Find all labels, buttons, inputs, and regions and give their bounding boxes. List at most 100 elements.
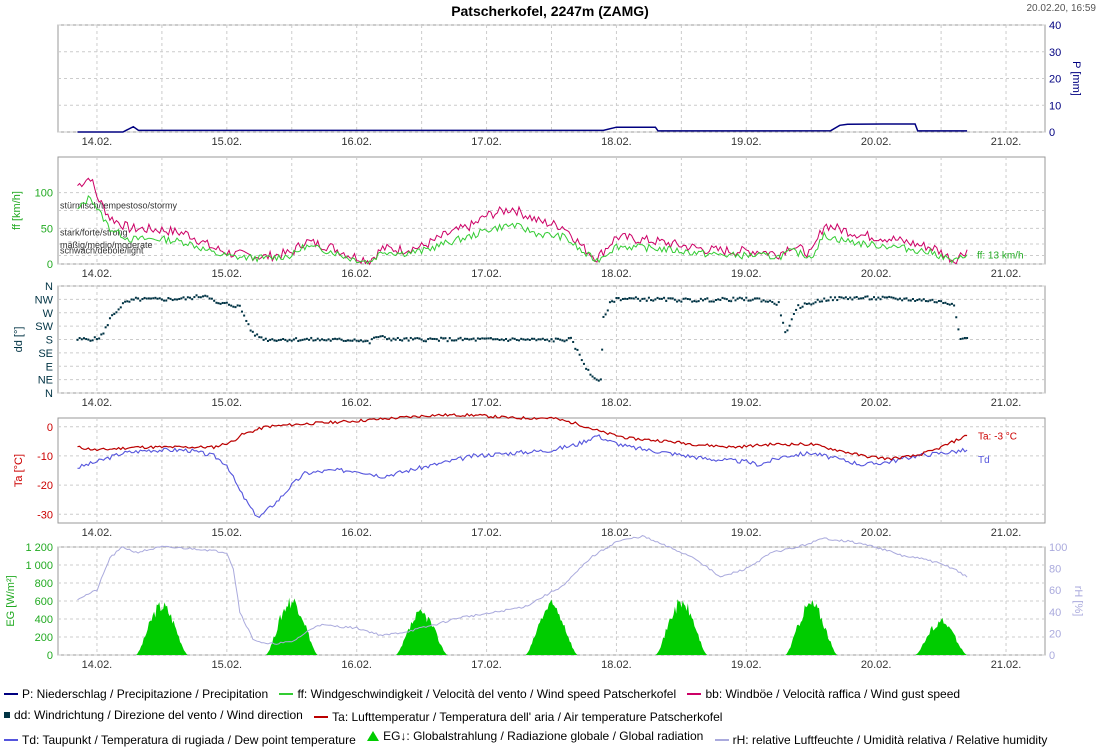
temp-ytick-label: -10 xyxy=(37,451,53,463)
rad-xtick-label: 14.02. xyxy=(82,659,113,671)
dir-xtick-label: 16.02. xyxy=(341,397,372,409)
direction-point xyxy=(513,337,516,340)
direction-point xyxy=(388,337,391,340)
direction-point xyxy=(202,295,205,298)
direction-point xyxy=(240,310,243,313)
direction-point xyxy=(762,299,765,302)
wind-end-label: ff: 13 km/h xyxy=(977,251,1024,262)
precip-xtick-label: 19.02. xyxy=(731,136,762,148)
legend-item-precip: P: Niederschlag / Precipitazione / Preci… xyxy=(4,687,268,701)
direction-point xyxy=(134,296,137,299)
direction-point xyxy=(599,378,602,381)
direction-point xyxy=(479,337,482,340)
direction-point xyxy=(601,348,604,351)
direction-point xyxy=(721,296,724,299)
direction-point xyxy=(139,299,142,302)
direction-point xyxy=(509,338,512,341)
direction-point xyxy=(251,330,254,333)
direction-point xyxy=(831,299,834,302)
direction-point xyxy=(186,296,189,299)
direction-point xyxy=(481,337,484,340)
temp-swatch xyxy=(314,716,329,718)
legend-row-1: P: Niederschlag / Precipitazione / Preci… xyxy=(4,684,968,701)
direction-point xyxy=(704,298,707,301)
direction-point xyxy=(931,298,934,301)
wind-xtick-label: 14.02. xyxy=(82,268,113,280)
direction-point xyxy=(492,338,495,341)
rh-series-line xyxy=(77,535,968,645)
temp-xtick-label: 18.02. xyxy=(601,527,632,539)
direction-point xyxy=(318,339,321,342)
direction-point xyxy=(853,296,856,299)
direction-point xyxy=(689,298,692,301)
direction-point xyxy=(126,300,129,303)
temp-end-label: Ta: -3 °C xyxy=(978,432,1017,443)
dew-series-line xyxy=(77,434,968,519)
direction-point xyxy=(589,373,592,376)
direction-point xyxy=(189,296,192,299)
direction-point xyxy=(489,337,492,340)
direction-point xyxy=(288,338,291,341)
direction-point xyxy=(227,303,230,306)
direction-point xyxy=(574,347,577,350)
direction-point xyxy=(606,309,609,312)
legend-gust-label: bb: Windböe / Velocità raffica / Wind gu… xyxy=(705,687,961,701)
direction-point xyxy=(396,336,399,339)
direction-point xyxy=(219,302,222,305)
direction-point xyxy=(736,297,739,300)
direction-point xyxy=(808,302,811,305)
direction-point xyxy=(234,306,237,309)
direction-point xyxy=(260,336,263,339)
direction-point xyxy=(814,301,817,304)
dir-xtick-label: 21.02. xyxy=(991,397,1022,409)
direction-point xyxy=(247,323,250,326)
direction-point xyxy=(840,296,843,299)
direction-point xyxy=(243,314,246,317)
direction-point xyxy=(321,338,324,341)
dew-end-label: Td xyxy=(978,455,990,466)
direction-point xyxy=(360,339,363,342)
rh-ytick-label: 80 xyxy=(1049,564,1061,576)
direction-point xyxy=(124,300,127,303)
direction-point xyxy=(154,296,157,299)
radiation-area xyxy=(395,609,448,655)
direction-point xyxy=(262,338,265,341)
direction-point xyxy=(946,302,949,305)
direction-point xyxy=(277,339,280,342)
direction-point xyxy=(816,298,819,301)
direction-point xyxy=(730,300,733,303)
direction-point xyxy=(922,298,925,301)
direction-point xyxy=(617,297,620,300)
direction-point xyxy=(844,296,847,299)
direction-point xyxy=(249,329,252,332)
rad-ytick-label: 200 xyxy=(35,632,53,644)
direction-point xyxy=(621,297,624,300)
direction-point xyxy=(286,340,289,343)
direction-point xyxy=(565,339,568,342)
direction-point xyxy=(966,337,969,340)
direction-point xyxy=(152,297,155,300)
radiation-area xyxy=(265,597,318,655)
direction-point xyxy=(766,300,769,303)
direction-point xyxy=(331,338,334,341)
direction-point xyxy=(505,337,508,340)
wind-category-label: mäßig/medio/moderate xyxy=(60,240,153,250)
direction-point xyxy=(875,298,878,301)
precip-series-line xyxy=(77,123,968,133)
direction-point xyxy=(87,338,90,341)
direction-point xyxy=(377,336,380,339)
direction-point xyxy=(665,299,668,302)
direction-point xyxy=(868,298,871,301)
direction-point xyxy=(390,339,393,342)
direction-point xyxy=(959,338,962,341)
direction-point xyxy=(437,339,440,342)
direction-point xyxy=(305,337,308,340)
direction-point xyxy=(578,353,581,356)
direction-point xyxy=(193,296,196,299)
direction-point xyxy=(197,296,200,299)
direction-point xyxy=(429,337,432,340)
direction-point xyxy=(723,297,726,300)
direction-point xyxy=(433,337,436,340)
direction-point xyxy=(78,337,81,340)
direction-point xyxy=(894,297,897,300)
